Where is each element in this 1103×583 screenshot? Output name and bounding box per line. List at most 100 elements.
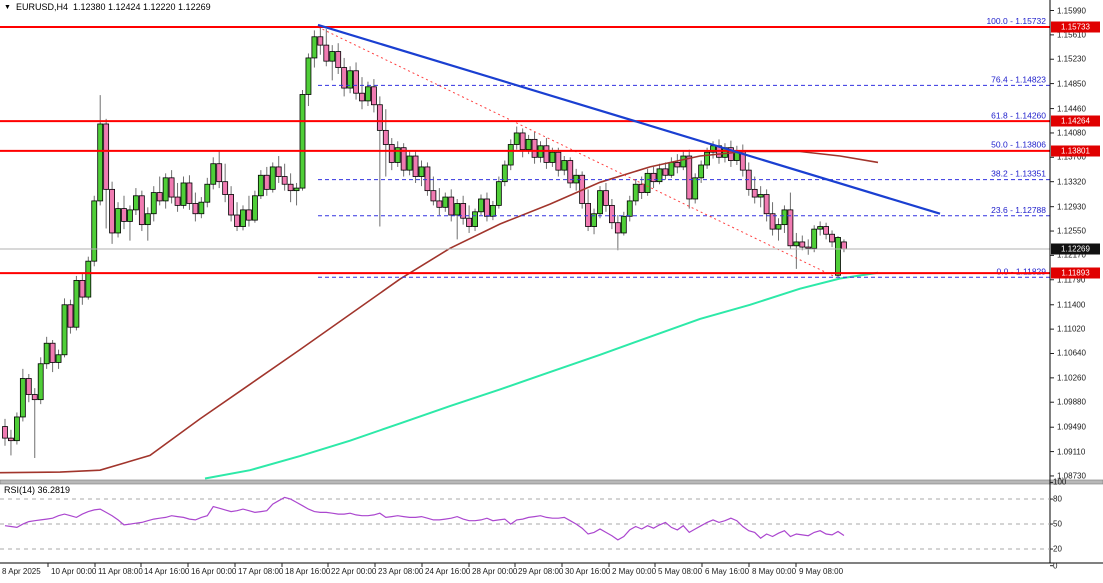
candle-body-bull	[61, 304, 68, 356]
candle	[728, 140, 734, 167]
candle-body-bull	[442, 196, 449, 208]
candle	[662, 162, 669, 180]
symbol-dropdown-icon[interactable]: ▼	[4, 3, 11, 11]
ohlc-readout: 1.12380 1.12424 1.12220 1.12269	[72, 2, 211, 12]
candle	[263, 166, 270, 196]
candle	[561, 156, 568, 176]
candle-body-bull	[162, 177, 169, 202]
time-axis-label[interactable]: 9 May 08:00	[799, 567, 844, 576]
time-axis-label[interactable]: 5 May 08:00	[658, 567, 703, 576]
candle	[757, 186, 764, 208]
candle-body-bull	[180, 182, 187, 206]
candle	[656, 163, 663, 185]
hline-price-badge: 1.11893	[1051, 267, 1100, 279]
candle	[19, 368, 26, 422]
candle	[305, 53, 312, 107]
candle-body-bear	[448, 196, 455, 216]
candle	[13, 412, 20, 445]
candle-body-bull	[632, 183, 639, 202]
time-axis-label[interactable]: 16 Apr 00:00	[191, 567, 237, 576]
candle-body-bull	[698, 164, 705, 179]
candle-body-bull	[198, 201, 205, 215]
candle	[567, 157, 574, 189]
candle	[335, 43, 342, 74]
candle-body-bear	[484, 198, 490, 217]
time-axis-label[interactable]: 29 Apr 08:00	[518, 567, 564, 576]
candle-body-bear	[609, 204, 615, 224]
candle-body-bear	[275, 166, 282, 177]
candle	[37, 357, 44, 405]
candle-body-bull	[626, 200, 633, 217]
candle-body-bear	[67, 304, 74, 328]
candle-body-bull	[329, 51, 336, 62]
candle	[287, 173, 294, 203]
candle-body-bull	[85, 260, 92, 298]
candle-body-bear	[638, 183, 645, 193]
candle-body-bull	[692, 177, 699, 200]
candle	[775, 218, 782, 241]
candle	[472, 208, 478, 232]
candle	[394, 141, 401, 167]
candle-body-bull	[781, 209, 788, 226]
candle	[240, 205, 246, 231]
candle-body-bull	[91, 200, 98, 262]
candle	[216, 150, 223, 189]
price-tick-label: 1.10640	[1057, 348, 1086, 358]
time-axis-label[interactable]: 14 Apr 16:00	[144, 567, 190, 576]
candle-body-bull	[132, 195, 139, 211]
candle	[115, 202, 121, 238]
hline-price-badge: 1.15733	[1051, 21, 1100, 33]
panel-separator[interactable]	[0, 479, 1103, 485]
candle-body-bear	[121, 208, 127, 222]
candle-body-bear	[829, 233, 835, 243]
candle	[55, 349, 62, 369]
candle-body-bear	[424, 166, 431, 192]
axis-ticks-layer	[47, 10, 1054, 567]
time-axis-label[interactable]: 8 Apr 2025	[2, 567, 41, 576]
candle	[603, 182, 609, 212]
descending-trendline[interactable]	[317, 23, 941, 215]
price-tick-label: 1.10260	[1057, 373, 1086, 383]
time-axis-label[interactable]: 2 May 00:00	[612, 567, 657, 576]
candle-body-bear	[686, 155, 693, 200]
time-axis-label[interactable]: 28 Apr 00:00	[472, 567, 518, 576]
time-axis-label[interactable]: 30 Apr 16:00	[565, 567, 611, 576]
price-tick-label: 1.15990	[1057, 6, 1086, 15]
candle	[454, 198, 461, 240]
candle	[686, 149, 693, 209]
rsi-scale-label: 100	[1053, 477, 1067, 487]
candle	[353, 62, 359, 100]
time-axis-label[interactable]: 11 Apr 08:00	[98, 567, 143, 576]
time-axis-label[interactable]: 24 Apr 16:00	[425, 567, 471, 576]
time-axis-label[interactable]: 6 May 16:00	[705, 567, 750, 576]
candle	[644, 168, 651, 196]
fib-diagonal-line[interactable]	[317, 26, 837, 278]
candle-body-bull	[418, 166, 425, 177]
time-axis-label[interactable]: 17 Apr 08:00	[238, 567, 284, 576]
candle-body-bull	[144, 213, 151, 226]
candle	[370, 79, 377, 113]
candle	[8, 429, 14, 456]
candle	[109, 181, 115, 244]
candle-body-bear	[376, 104, 383, 131]
candle-body-bull	[478, 198, 484, 213]
candle-body-bear	[388, 144, 395, 163]
time-axis-label[interactable]: 10 Apr 00:00	[51, 567, 97, 576]
price-tick-label: 1.12930	[1057, 202, 1086, 212]
candle-body-bear	[585, 203, 591, 227]
candle	[638, 176, 645, 199]
candle-body-bear	[228, 194, 235, 216]
candle	[138, 190, 145, 232]
candle	[769, 202, 776, 236]
time-axis-label[interactable]: 18 Apr 16:00	[285, 567, 331, 576]
time-axis-label[interactable]: 22 Apr 00:00	[331, 567, 377, 576]
candle	[186, 175, 193, 210]
time-axis-label[interactable]: 23 Apr 08:00	[378, 567, 424, 576]
time-axis-label[interactable]: 8 May 00:00	[752, 567, 797, 576]
candle-body-bull	[204, 183, 211, 203]
candle-body-bear	[192, 203, 199, 215]
candle-body-bull	[454, 203, 461, 216]
candle	[150, 186, 157, 222]
